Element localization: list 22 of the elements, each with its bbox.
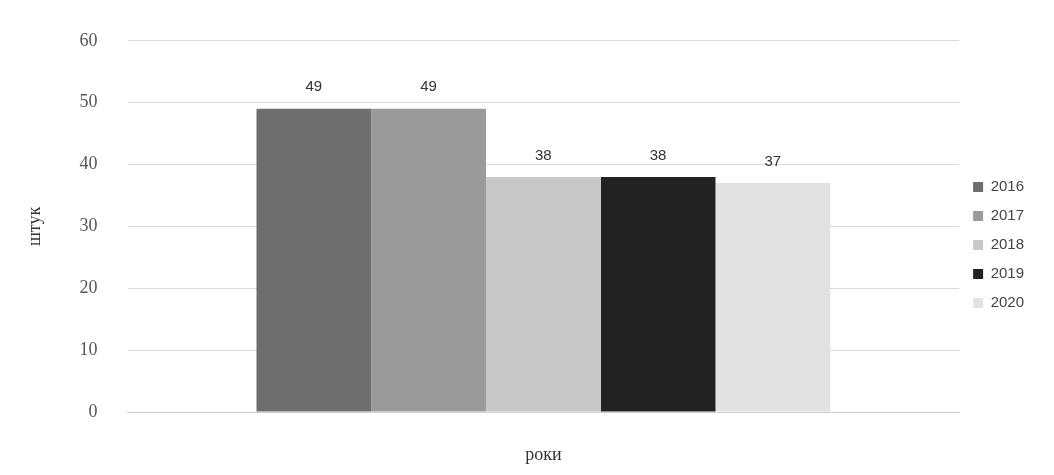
- x-axis-title: роки: [525, 443, 562, 464]
- y-tick-label: 30: [79, 215, 98, 236]
- bar: [371, 108, 486, 412]
- y-axis-title: штук: [23, 206, 44, 247]
- data-label: 49: [420, 77, 437, 95]
- y-tick-label: 0: [88, 400, 98, 421]
- legend-label: 2017: [990, 206, 1025, 224]
- legend-label: 2019: [990, 264, 1025, 282]
- data-label: 37: [764, 151, 782, 169]
- bar: [256, 108, 372, 412]
- data-label: 38: [649, 145, 667, 163]
- legend-label: 2020: [990, 293, 1025, 311]
- y-tick-label: 40: [79, 153, 98, 174]
- y-tick-label: 20: [79, 277, 98, 297]
- legend-label: 2018: [990, 235, 1025, 253]
- legend-label: 2016: [990, 177, 1025, 195]
- data-label: 38: [535, 145, 552, 163]
- bar: [600, 176, 716, 412]
- y-tick-label: 60: [79, 29, 98, 50]
- data-label: 49: [305, 77, 323, 95]
- y-tick-label: 50: [79, 91, 98, 112]
- y-tick-label: 10: [79, 338, 98, 359]
